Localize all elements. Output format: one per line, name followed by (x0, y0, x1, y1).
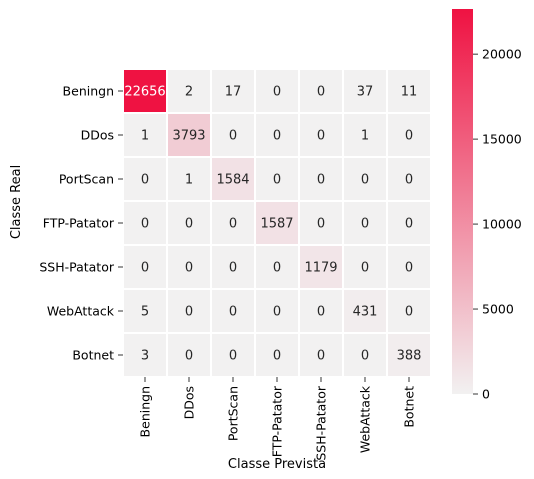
colorbar-tick-label-20000: 20000 (482, 47, 522, 62)
cell-value-label: 1179 (304, 261, 337, 276)
cell-value-label: 0 (361, 349, 369, 364)
cell-value-label: 0 (185, 217, 193, 232)
y-tick-label-ftp-patator: FTP-Patator (43, 216, 115, 231)
colorbar-tick-label-5000: 5000 (482, 302, 514, 317)
cell-value-label: 22656 (124, 85, 165, 100)
y-tick-label-portscan: PortScan (59, 172, 114, 187)
colorbar: 0 5000 10000 15000 20000 (452, 9, 522, 402)
cell-value-label: 17 (225, 85, 242, 100)
colorbar-gradient (452, 9, 473, 394)
cell-value-label: 0 (185, 261, 193, 276)
heatmap-cell-ssh-patator-portscan (210, 244, 256, 290)
colorbar-tick-label-10000: 10000 (482, 217, 522, 232)
cell-value-label: 0 (273, 261, 281, 276)
y-axis-label: Classe Real (9, 165, 24, 239)
cell-value-label: 0 (273, 305, 281, 320)
heatmap-cell-ddos-ssh-patator (298, 112, 344, 158)
heatmap-cell-ddos-botnet (386, 112, 432, 158)
cell-value-label: 1 (141, 129, 149, 144)
x-tick-label-webattack: WebAttack (358, 385, 373, 453)
cell-value-label: 0 (141, 173, 149, 188)
cell-value-label: 0 (405, 217, 413, 232)
cell-value-label: 0 (229, 349, 237, 364)
cell-value-label: 0 (141, 217, 149, 232)
heatmap-cell-ftp-patator-ddos (166, 200, 212, 246)
heatmap-cell-portscan-ssh-patator (298, 156, 344, 202)
x-tick-label-ddos: DDos (182, 386, 197, 419)
heatmap-cell-webattack-beningn (122, 288, 168, 334)
cell-value-label: 0 (229, 261, 237, 276)
x-tick-label-ssh-patator: SSH-Patator (314, 385, 329, 461)
cell-value-label: 1 (361, 129, 369, 144)
cell-value-label: 0 (405, 173, 413, 188)
cell-value-label: 2 (185, 85, 193, 100)
heatmap-cell-portscan-portscan (210, 156, 256, 202)
cell-value-label: 0 (185, 349, 193, 364)
heatmap-cell-botnet-portscan (210, 332, 256, 378)
cell-value-label: 388 (397, 349, 422, 364)
cell-value-label: 0 (405, 261, 413, 276)
x-axis-label: Classe Prevista (228, 457, 326, 472)
heatmap-cells: 22656 2 17 0 0 37 111 3793 0 0 0 1 00 1 1584 0 0 0 00 0 0 158… (122, 68, 432, 378)
heatmap-cell-portscan-webattack (342, 156, 388, 202)
cell-value-label: 11 (401, 85, 418, 100)
cell-value-label: 431 (353, 305, 378, 320)
y-tick-label-ssh-patator: SSH-Patator (39, 260, 115, 275)
heatmap-cell-ddos-portscan (210, 112, 256, 158)
cell-value-label: 0 (317, 129, 325, 144)
cell-value-label: 0 (405, 129, 413, 144)
x-tick-label-portscan: PortScan (226, 386, 241, 441)
heatmap-cell-botnet-webattack (342, 332, 388, 378)
y-tick-label-beningn: Beningn (63, 84, 114, 99)
y-tick-label-webattack: WebAttack (47, 304, 115, 319)
cell-value-label: 0 (229, 217, 237, 232)
cell-value-label: 5 (141, 305, 149, 320)
heatmap-cell-portscan-ddos (166, 156, 212, 202)
colorbar-tick-label-15000: 15000 (482, 132, 522, 147)
cell-value-label: 0 (361, 173, 369, 188)
cell-value-label: 1587 (260, 217, 293, 232)
cell-value-label: 3793 (172, 129, 205, 144)
cell-value-label: 0 (273, 85, 281, 100)
cell-value-label: 37 (357, 85, 374, 100)
x-tick-label-botnet: Botnet (402, 386, 417, 428)
cell-value-label: 0 (317, 173, 325, 188)
heatmap-cell-webattack-ddos (166, 288, 212, 334)
heatmap-cell-ftp-patator-webattack (342, 200, 388, 246)
cell-value-label: 0 (273, 129, 281, 144)
cell-value-label: 0 (273, 173, 281, 188)
cell-value-label: 0 (317, 217, 325, 232)
y-tick-label-ddos: DDos (81, 128, 114, 143)
cell-value-label: 3 (141, 349, 149, 364)
cell-value-label: 0 (317, 349, 325, 364)
y-tick-label-botnet: Botnet (72, 348, 114, 363)
cell-value-label: 0 (141, 261, 149, 276)
cell-value-label: 0 (405, 305, 413, 320)
cell-value-label: 0 (185, 305, 193, 320)
cell-value-label: 0 (229, 129, 237, 144)
cell-value-label: 1584 (216, 173, 249, 188)
heatmap-cell-botnet-ftp-patator (254, 332, 300, 378)
cell-value-label: 0 (317, 305, 325, 320)
x-tick-labels: Beningn DDos PortScan FTP-Patator SSH-Patato… (138, 377, 417, 461)
cell-value-label: 0 (273, 349, 281, 364)
cell-value-label: 0 (361, 217, 369, 232)
colorbar-tick-label-0: 0 (482, 387, 490, 402)
cell-value-label: 0 (361, 261, 369, 276)
y-tick-labels: Beningn DDos PortScan FTP-Patator SSH-Patato… (39, 84, 123, 363)
cell-value-label: 0 (229, 305, 237, 320)
cell-value-label: 0 (317, 85, 325, 100)
heatmap-cell-ssh-patator-beningn (122, 244, 168, 290)
cell-value-label: 1 (185, 173, 193, 188)
x-tick-label-beningn: Beningn (138, 386, 153, 437)
x-tick-label-ftp-patator: FTP-Patator (270, 385, 285, 457)
